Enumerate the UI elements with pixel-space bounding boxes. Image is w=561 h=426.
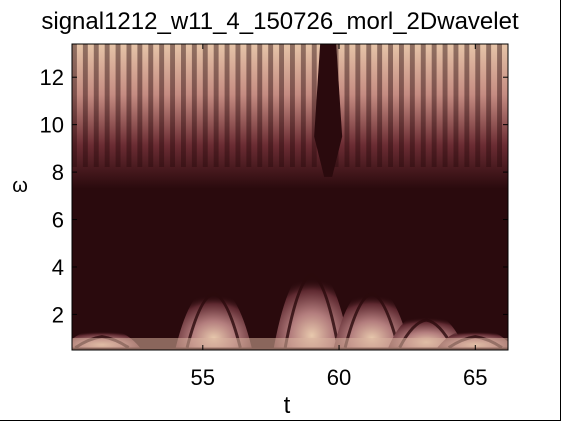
- plot-area: [72, 44, 513, 350]
- stripe: [290, 44, 295, 167]
- stripe: [257, 44, 263, 167]
- stripe: [170, 44, 176, 167]
- y-tick-label: 12: [40, 65, 64, 90]
- stripe: [311, 44, 317, 167]
- band-gap: [314, 44, 343, 177]
- lobe-contour: [343, 292, 400, 349]
- stripe: [148, 44, 154, 167]
- stripe: [431, 44, 437, 167]
- stripe: [475, 44, 481, 167]
- stripe: [224, 44, 230, 167]
- stripe: [453, 44, 459, 167]
- stripe: [137, 44, 143, 167]
- stripe: [246, 44, 252, 167]
- stripe: [235, 44, 241, 167]
- stripe: [377, 44, 383, 167]
- stripe: [442, 44, 448, 167]
- x-tick-label: 60: [327, 365, 351, 390]
- stripe: [409, 44, 415, 167]
- y-axis: 2 4 6 8 10 12: [40, 65, 508, 327]
- stripe: [159, 44, 165, 167]
- stripe: [115, 44, 121, 167]
- high-frequency-band: [72, 44, 513, 189]
- stripe: [497, 44, 503, 167]
- stripe: [181, 44, 186, 167]
- x-tick-label: 55: [191, 365, 215, 390]
- stripe: [355, 44, 361, 167]
- stripe: [508, 44, 513, 167]
- stripe: [388, 44, 394, 167]
- y-tick-label: 2: [52, 302, 64, 327]
- stripe: [126, 44, 132, 167]
- base-glow: [72, 338, 508, 350]
- stripe: [202, 44, 208, 167]
- stripe: [300, 44, 306, 167]
- stripe: [486, 44, 492, 167]
- y-tick-label: 4: [52, 255, 64, 280]
- stripe: [464, 44, 470, 167]
- y-tick-label: 8: [52, 160, 64, 185]
- stripe: [279, 44, 285, 167]
- x-axis-label: t: [284, 392, 291, 419]
- lobe: [175, 285, 252, 348]
- lobe-contour: [185, 292, 242, 349]
- stripe: [213, 44, 219, 167]
- x-tick-label: 65: [463, 365, 487, 390]
- y-tick-label: 10: [40, 113, 64, 138]
- lobe: [333, 285, 410, 348]
- stripe: [366, 44, 372, 167]
- high-band-fill: [72, 44, 508, 189]
- stripe: [104, 44, 110, 167]
- stripe: [420, 44, 426, 167]
- stripe: [191, 44, 197, 167]
- stripe: [399, 44, 404, 167]
- lobe-contour: [398, 318, 455, 349]
- chart-title: signal1212_w11_4_150726_morl_2Dwavelet: [41, 8, 519, 35]
- x-axis: 55 60 65: [191, 44, 488, 390]
- stripe: [82, 44, 88, 167]
- stripe: [344, 44, 350, 167]
- y-tick-label: 6: [52, 208, 64, 233]
- stripe: [72, 44, 77, 167]
- stripe: [93, 44, 99, 167]
- stripe: [268, 44, 274, 167]
- plot-frame: [71, 43, 509, 351]
- lobe: [273, 266, 350, 348]
- y-axis-label: ω: [12, 175, 28, 197]
- lobe-contour: [283, 273, 340, 348]
